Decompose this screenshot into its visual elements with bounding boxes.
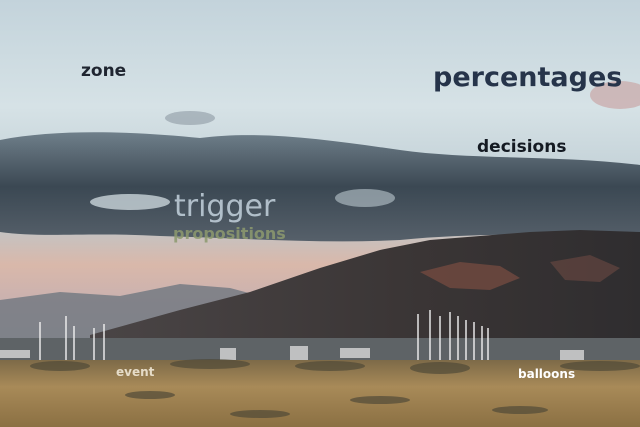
word-percentages: percentages (433, 62, 623, 93)
word-event: event (116, 365, 155, 379)
pink-cloud (590, 81, 640, 109)
word-trigger: trigger (174, 189, 276, 224)
word-propositions: propositions (173, 224, 286, 243)
mountain-sunlit-slope (550, 255, 620, 282)
desert-grass (0, 360, 640, 427)
word-decisions: decisions (477, 137, 567, 157)
shrubs (30, 359, 640, 418)
valley-floor (0, 338, 640, 362)
word-zone: zone (81, 61, 127, 81)
cloud-band (0, 132, 640, 242)
word-balloons: balloons (518, 367, 576, 381)
solar-structures (0, 346, 584, 360)
cloud-puff (335, 189, 395, 207)
mountain-range (90, 230, 640, 360)
wind-turbines (39, 310, 489, 362)
cloud-puff (90, 194, 170, 210)
mountain-sunlit-slope (420, 262, 520, 290)
cloud-wisp (165, 111, 215, 125)
